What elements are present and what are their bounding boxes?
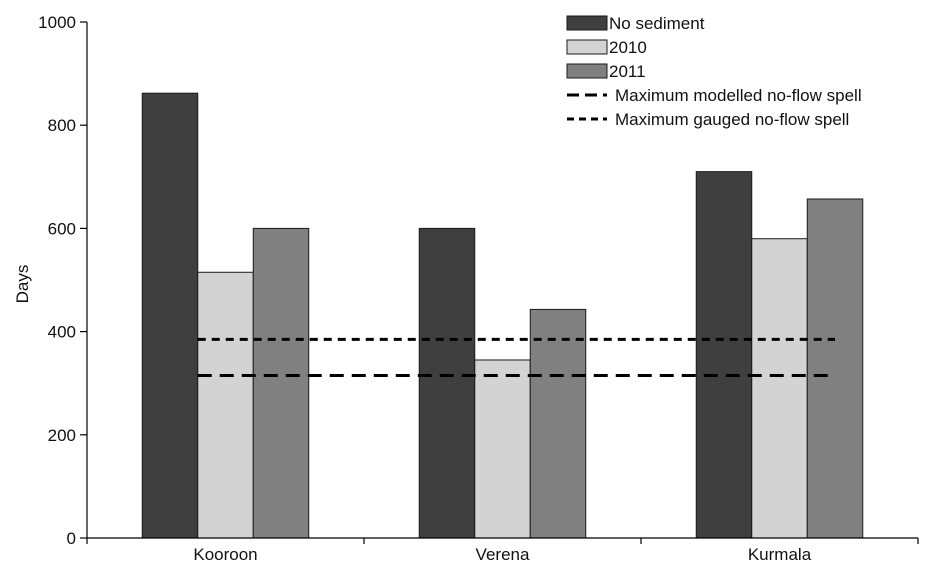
- bar-kooroon-2011: [252, 227, 310, 539]
- legend-label-no-sediment: No sediment: [609, 14, 705, 33]
- bar-verena-2010: [474, 359, 531, 539]
- bar-kurmala-2011: [806, 198, 864, 539]
- legend-label-2011: 2011: [609, 62, 646, 81]
- legend-label-2010: 2010: [609, 38, 647, 57]
- axes-group: 0 200 400 600 800 1000 Kooroon Verena Kurmala: [38, 13, 919, 564]
- bars-group: [141, 92, 864, 539]
- bar-kurmala-2010: [751, 238, 808, 539]
- legend-label-maximum-gauged-no-flow-spell: Maximum gauged no-flow spell: [615, 110, 849, 129]
- legend-label-maximum-modelled-no-flow-spell: Maximum modelled no-flow spell: [615, 86, 862, 105]
- y-tick-label-1000: 1000: [38, 13, 76, 32]
- bar-verena-2011: [529, 308, 587, 539]
- y-tick-label-400: 400: [48, 323, 76, 342]
- y-tick-label-0: 0: [67, 529, 76, 548]
- bar-kooroon-no-sediment: [141, 92, 199, 539]
- y-tick-label-600: 600: [48, 219, 76, 238]
- x-tick-label-kurmala: Kurmala: [748, 545, 812, 564]
- legend-swatch-2011: [566, 63, 608, 79]
- bar-kooroon-2010: [197, 271, 254, 539]
- bar-kurmala-no-sediment: [695, 171, 753, 539]
- legend-swatch-no-sediment: [566, 15, 608, 31]
- legend: No sediment 2010 2011 Maximum modelled no-f…: [566, 14, 862, 129]
- legend-swatch-2010: [566, 39, 608, 55]
- y-axis-title: Days: [13, 265, 32, 304]
- x-tick-label-verena: Verena: [476, 545, 530, 564]
- y-tick-label-800: 800: [48, 116, 76, 135]
- bar-verena-no-sediment: [418, 227, 476, 539]
- x-tick-label-kooroon: Kooroon: [193, 545, 257, 564]
- reference-lines-group: [197, 337, 835, 377]
- y-tick-label-200: 200: [48, 426, 76, 445]
